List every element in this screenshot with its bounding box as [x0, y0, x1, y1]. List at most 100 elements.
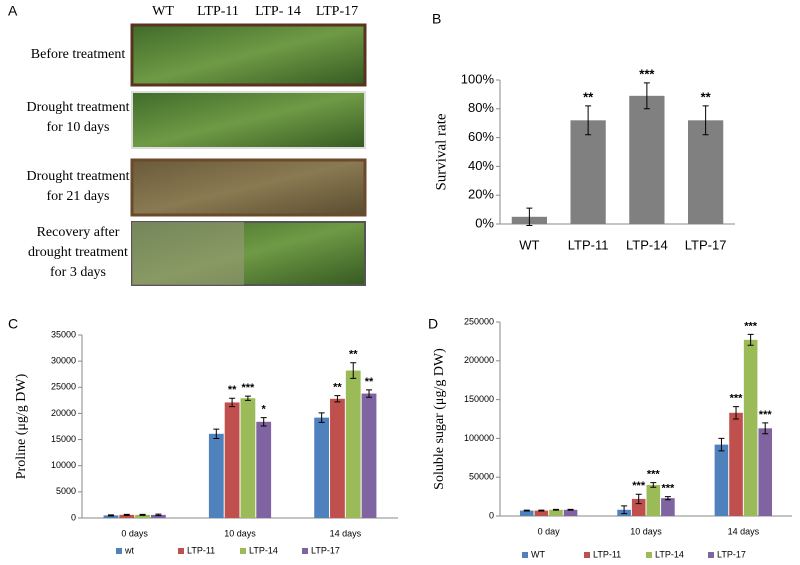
- x-tick-label: 14 days: [728, 526, 760, 536]
- bar: [534, 510, 549, 516]
- legend-swatch: [646, 552, 652, 558]
- row-label: for 10 days: [47, 120, 110, 135]
- error-bar: [523, 509, 530, 512]
- significance: **: [701, 89, 712, 104]
- x-tick-label: 10 days: [224, 528, 256, 538]
- photo-wilted: [132, 222, 244, 285]
- row-label: Drought treatment: [26, 100, 129, 115]
- y-tick-label: 10000: [51, 460, 76, 470]
- bar: [208, 433, 224, 518]
- legend-label: LTP-17: [311, 545, 340, 555]
- significance: ***: [639, 66, 655, 81]
- y-axis-label: Proline (μg/g DW): [14, 373, 29, 479]
- legend-swatch: [240, 548, 246, 554]
- y-tick-label: 60%: [468, 129, 494, 144]
- error-bar: [552, 508, 559, 511]
- legend-label: LTP-14: [655, 549, 684, 559]
- x-tick-label: LTP-11: [568, 237, 609, 252]
- error-bar: [123, 513, 130, 516]
- legend-label: LTP-11: [593, 549, 621, 559]
- column-label: WT: [152, 4, 174, 19]
- significance: **: [333, 382, 342, 394]
- y-tick-label: 50000: [469, 472, 494, 482]
- error-bar: [318, 412, 325, 423]
- bar: [629, 95, 665, 224]
- y-axis-label: Survival rate: [433, 113, 449, 190]
- significance: **: [349, 349, 358, 361]
- error-bar: [229, 397, 236, 408]
- error-bar: [155, 513, 162, 517]
- significance: ***: [730, 392, 744, 404]
- legend-label: LTP-17: [717, 549, 746, 559]
- bar: [519, 510, 534, 516]
- significance: **: [228, 384, 237, 396]
- row-label: Drought treatment: [26, 169, 129, 184]
- bar: [345, 370, 361, 518]
- error-bar: [107, 514, 114, 517]
- error-bar: [585, 105, 592, 136]
- column-label: LTP-11: [197, 4, 239, 19]
- error-bar: [718, 437, 725, 452]
- error-bar: [526, 207, 533, 226]
- x-tick-label: 0 day: [538, 526, 561, 536]
- bar: [256, 421, 272, 518]
- bar: [661, 498, 675, 516]
- error-bar: [635, 493, 642, 505]
- legend-swatch: [116, 548, 122, 554]
- legend-swatch: [302, 548, 308, 554]
- error-bar: [366, 389, 373, 398]
- legend-label: LTP-14: [249, 545, 278, 555]
- x-tick-label: WT: [519, 237, 539, 252]
- significance: ***: [744, 320, 758, 332]
- bar: [119, 514, 135, 518]
- y-tick-label: 25000: [51, 382, 76, 392]
- panel-label: C: [8, 316, 18, 332]
- panel-label: B: [432, 11, 441, 27]
- error-bar: [733, 406, 740, 420]
- bar: [314, 417, 330, 518]
- y-tick-label: 0%: [475, 215, 494, 230]
- legend-swatch: [584, 552, 590, 558]
- error-bar: [567, 508, 574, 511]
- y-tick-label: 0: [489, 510, 494, 520]
- error-bar: [650, 482, 657, 488]
- row-label: for 21 days: [47, 189, 110, 204]
- legend-label: WT: [531, 549, 545, 559]
- legend-swatch: [708, 552, 714, 558]
- significance: **: [365, 376, 374, 388]
- y-tick-label: 250000: [464, 316, 494, 326]
- bar: [103, 515, 119, 518]
- x-tick-label: LTP-17: [685, 237, 727, 252]
- legend-swatch: [178, 548, 184, 554]
- bar: [563, 509, 578, 516]
- error-bar: [213, 428, 220, 440]
- y-tick-label: 40%: [468, 158, 494, 173]
- error-bar: [139, 513, 146, 516]
- error-bar: [664, 496, 671, 501]
- significance: ***: [647, 469, 661, 481]
- column-label: LTP- 14: [255, 4, 301, 19]
- y-tick-label: 20000: [51, 408, 76, 418]
- photo: [130, 23, 367, 87]
- bar: [714, 444, 729, 516]
- bar: [758, 428, 773, 516]
- y-tick-label: 80%: [468, 100, 494, 115]
- bar: [743, 339, 758, 516]
- legend-swatch: [522, 552, 528, 558]
- y-tick-label: 35000: [51, 329, 76, 339]
- error-bar: [260, 417, 267, 427]
- legend-label: LTP-11: [187, 545, 215, 555]
- bar: [549, 509, 563, 516]
- bar: [330, 398, 345, 518]
- error-bar: [747, 333, 754, 346]
- bar: [240, 398, 256, 518]
- significance: ***: [632, 480, 646, 492]
- bar: [361, 393, 377, 518]
- row-label: for 3 days: [50, 265, 106, 280]
- y-tick-label: 20%: [468, 187, 494, 202]
- panel-label: D: [428, 316, 438, 332]
- bar: [150, 514, 166, 518]
- panel-label: A: [8, 3, 18, 19]
- error-bar: [702, 105, 709, 136]
